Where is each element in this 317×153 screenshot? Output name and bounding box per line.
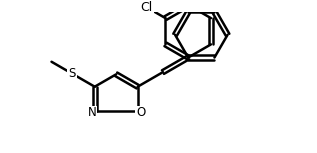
- Text: N: N: [87, 106, 96, 119]
- Text: Cl: Cl: [140, 1, 153, 14]
- Text: O: O: [136, 106, 145, 119]
- Text: S: S: [68, 67, 76, 80]
